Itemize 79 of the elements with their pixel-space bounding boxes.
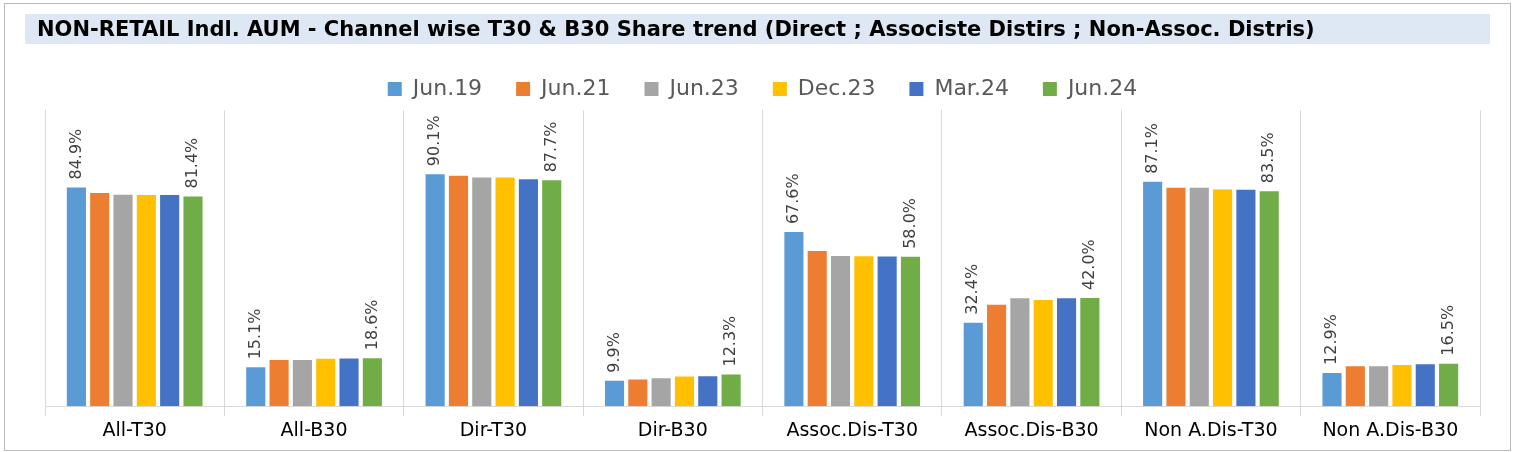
data-label: 18.6% xyxy=(361,299,381,351)
bar xyxy=(963,322,983,407)
x-tick-label: Dir-B30 xyxy=(637,417,708,440)
bar xyxy=(1369,366,1389,407)
legend-label: Mar.24 xyxy=(934,74,1009,100)
bar xyxy=(877,256,897,407)
bar xyxy=(987,304,1007,407)
legend-label: Dec.23 xyxy=(797,74,876,100)
bar xyxy=(362,358,382,407)
x-tick-label: Assoc.Dis-B30 xyxy=(964,417,1099,440)
bar xyxy=(784,232,804,407)
bar xyxy=(472,177,492,407)
bar xyxy=(518,179,538,407)
bar xyxy=(160,195,180,407)
bar xyxy=(448,175,469,407)
data-label: 87.7% xyxy=(540,121,560,173)
bar xyxy=(721,374,741,407)
bar xyxy=(1213,189,1233,407)
legend-label: Jun.23 xyxy=(667,74,739,100)
data-label: 81.4% xyxy=(182,137,202,189)
data-label: 15.1% xyxy=(244,308,264,360)
bar xyxy=(339,358,359,407)
bar xyxy=(113,194,133,407)
data-label: 9.9% xyxy=(603,332,623,373)
legend-label: Jun.19 xyxy=(410,74,483,100)
bar xyxy=(246,367,266,407)
bar xyxy=(425,174,445,407)
legend-label: Jun.21 xyxy=(539,74,611,100)
data-label: 67.6% xyxy=(783,173,803,225)
bar xyxy=(651,378,671,407)
data-label: 87.1% xyxy=(1141,123,1161,174)
x-tick-label: All-T30 xyxy=(102,417,167,440)
bar xyxy=(900,256,921,407)
x-tick-label: Dir-T30 xyxy=(459,417,528,440)
bar xyxy=(316,358,336,407)
bar xyxy=(292,360,312,407)
x-tick-label: Non A.Dis-T30 xyxy=(1144,417,1278,440)
bar xyxy=(495,177,515,407)
bar xyxy=(1166,187,1186,407)
bar xyxy=(1415,364,1435,407)
bar xyxy=(1345,366,1365,407)
bar xyxy=(807,250,827,407)
x-tick-label: Assoc.Dis-T30 xyxy=(786,417,918,440)
bar xyxy=(1080,298,1100,407)
bar xyxy=(1189,187,1209,407)
bar xyxy=(698,376,718,407)
bar xyxy=(830,256,851,407)
bar xyxy=(604,380,625,407)
bar xyxy=(1439,363,1459,407)
chart-title: NON-RETAIL Indl. AUM - Channel wise T30 & B30 Share trend (Direct ; Associste Distirs ; Non-Assoc. Distris) xyxy=(25,14,1490,44)
bar xyxy=(1259,191,1279,407)
bar xyxy=(1322,372,1342,407)
data-label: 12.3% xyxy=(720,315,740,367)
data-label: 32.4% xyxy=(962,263,982,315)
bar xyxy=(674,376,695,407)
bar xyxy=(1143,181,1163,407)
bar xyxy=(136,195,156,407)
bar xyxy=(1236,189,1256,407)
bar xyxy=(1392,364,1412,407)
data-label: 90.1% xyxy=(424,115,444,167)
legend-label: Jun.24 xyxy=(1065,74,1138,100)
bar xyxy=(183,196,203,407)
bar xyxy=(854,256,874,407)
x-tick-label: All-B30 xyxy=(280,417,348,440)
data-label: 84.9% xyxy=(65,128,85,180)
bar xyxy=(1010,298,1030,407)
x-tick-label: Non A.Dis-B30 xyxy=(1322,417,1459,440)
bar xyxy=(542,180,562,407)
bar xyxy=(90,192,110,407)
bar xyxy=(1056,298,1077,407)
data-label: 12.9% xyxy=(1321,314,1341,365)
data-label: 83.5% xyxy=(1258,132,1278,184)
bar xyxy=(628,379,648,407)
bar xyxy=(269,360,289,407)
bar xyxy=(1033,300,1053,407)
data-label: 42.0% xyxy=(1079,239,1099,291)
bar xyxy=(66,187,86,407)
data-label: 58.0% xyxy=(899,197,919,249)
data-label: 16.5% xyxy=(1437,304,1457,356)
